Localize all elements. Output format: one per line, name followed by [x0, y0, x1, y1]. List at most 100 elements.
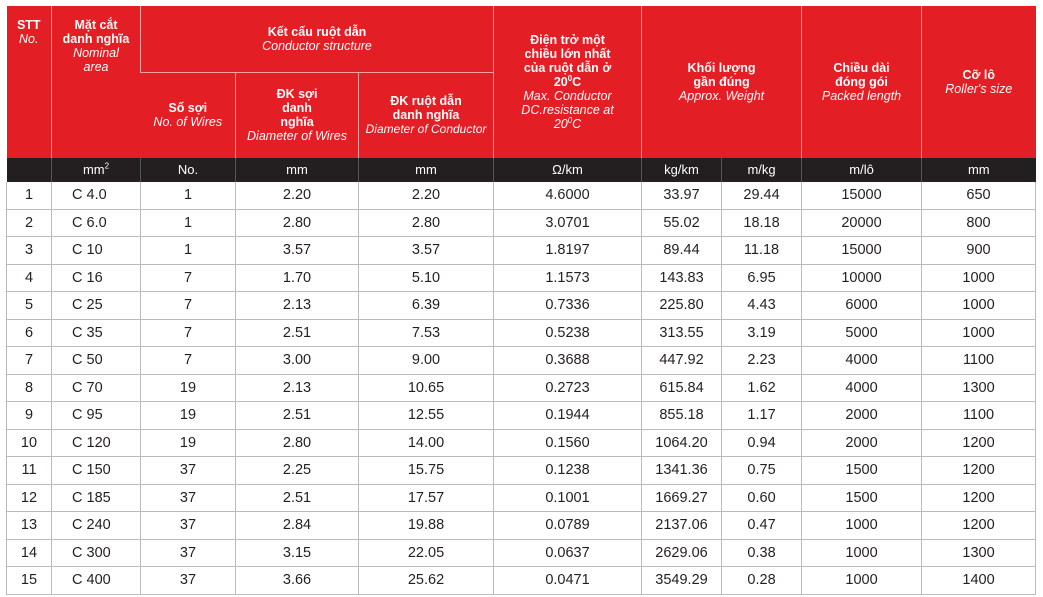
header-roller: Cỡ lô Roller's size — [921, 6, 1036, 158]
cell-num-wires: 1 — [140, 209, 236, 237]
cell-resistance: 0.1944 — [493, 401, 642, 430]
cell-stt: 1 — [6, 182, 52, 210]
cell-num-wires: 37 — [140, 566, 236, 595]
cell-length: 4000 — [801, 374, 922, 402]
cell-section: C 120 — [51, 429, 141, 457]
cell-resistance: 3.0701 — [493, 209, 642, 237]
header-length-vi: Chiều dài đóng gói — [833, 61, 890, 89]
cell-section: C 70 — [51, 374, 141, 402]
cell-length: 6000 — [801, 291, 922, 320]
cell-section: C 50 — [51, 346, 141, 375]
cell-conductor-diameter: 22.05 — [357, 539, 494, 567]
cell-roller: 800 — [921, 209, 1037, 237]
cell-roller: 1200 — [921, 456, 1037, 485]
cell-num-wires: 19 — [140, 429, 236, 457]
cell-roller: 1300 — [921, 374, 1037, 402]
cell-stt: 3 — [6, 236, 52, 265]
cell-length: 1000 — [801, 566, 922, 595]
cell-conductor-diameter: 19.88 — [357, 511, 494, 540]
cell-stt: 7 — [6, 346, 52, 375]
cell-length: 15000 — [801, 236, 922, 265]
unit-length: m/lô — [801, 158, 922, 182]
header-resistance: Điện trở một chiều lớn nhất của ruột dẫn… — [493, 6, 642, 158]
cell-weight-km: 855.18 — [641, 401, 722, 430]
table-row: 12 C 185 37 2.51 17.57 0.1001 1669.27 0.60 1500 1… — [6, 484, 1037, 512]
header-conductor-structure-en: Conductor structure — [262, 38, 372, 53]
cell-wire-diameter: 3.15 — [235, 539, 359, 567]
cell-resistance: 4.6000 — [493, 182, 642, 210]
spec-table-container: STT No. Mặt cắt danh nghĩa Nominal area … — [6, 6, 1037, 595]
cell-conductor-diameter: 9.00 — [357, 346, 494, 375]
cell-wire-diameter: 2.80 — [235, 429, 359, 457]
cell-roller: 1100 — [921, 401, 1037, 430]
cell-resistance: 0.0637 — [493, 539, 642, 567]
header-weight-vi: Khối lượng gần đúng — [687, 61, 756, 89]
cell-roller: 650 — [921, 182, 1037, 210]
cell-length: 1000 — [801, 511, 922, 540]
table-row: 10 C 120 19 2.80 14.00 0.1560 1064.20 0.94 2000 1… — [6, 429, 1037, 457]
cell-conductor-diameter: 6.39 — [357, 291, 494, 320]
cell-section: C 95 — [51, 401, 141, 430]
cell-conductor-diameter: 15.75 — [357, 456, 494, 485]
cell-section: C 240 — [51, 511, 141, 540]
table-row: 15 C 400 37 3.66 25.62 0.0471 3549.29 0.28 1000 1… — [6, 566, 1037, 595]
cell-wire-diameter: 1.70 — [235, 264, 359, 292]
cell-weight-m: 1.17 — [721, 401, 802, 430]
cell-resistance: 0.0471 — [493, 566, 642, 595]
cell-stt: 10 — [6, 429, 52, 457]
cell-roller: 900 — [921, 236, 1037, 265]
table-row: 13 C 240 37 2.84 19.88 0.0789 2137.06 0.47 1000 1… — [6, 511, 1037, 540]
cell-roller: 1100 — [921, 346, 1037, 375]
cell-resistance: 0.3688 — [493, 346, 642, 375]
cell-wire-diameter: 2.51 — [235, 319, 359, 347]
cell-length: 15000 — [801, 182, 922, 210]
cell-section: C 400 — [51, 566, 141, 595]
cell-resistance: 1.1573 — [493, 264, 642, 292]
header-section-vi: Mặt cắt danh nghĩa — [62, 18, 130, 46]
cell-roller: 1000 — [921, 291, 1037, 320]
cell-roller: 1400 — [921, 566, 1037, 595]
cell-conductor-diameter: 2.80 — [357, 209, 494, 237]
cell-resistance: 0.1001 — [493, 484, 642, 512]
cell-num-wires: 37 — [140, 484, 236, 512]
cell-stt: 9 — [6, 401, 52, 430]
cell-num-wires: 19 — [140, 374, 236, 402]
cell-weight-km: 1064.20 — [641, 429, 722, 457]
cell-weight-m: 2.23 — [721, 346, 802, 375]
cell-weight-m: 0.38 — [721, 539, 802, 567]
table-row: 14 C 300 37 3.15 22.05 0.0637 2629.06 0.38 1000 1… — [6, 539, 1037, 567]
cell-roller: 1000 — [921, 319, 1037, 347]
cell-weight-m: 18.18 — [721, 209, 802, 237]
cell-resistance: 0.2723 — [493, 374, 642, 402]
cell-section: C 35 — [51, 319, 141, 347]
cell-length: 1000 — [801, 539, 922, 567]
cell-weight-km: 615.84 — [641, 374, 722, 402]
cell-length: 1500 — [801, 456, 922, 485]
cell-weight-km: 3549.29 — [641, 566, 722, 595]
cell-num-wires: 37 — [140, 511, 236, 540]
cell-length: 2000 — [801, 401, 922, 430]
cell-weight-km: 2137.06 — [641, 511, 722, 540]
cell-num-wires: 19 — [140, 401, 236, 430]
cell-wire-diameter: 2.20 — [235, 182, 359, 210]
cell-conductor-diameter: 25.62 — [357, 566, 494, 595]
cell-stt: 12 — [6, 484, 52, 512]
cell-conductor-diameter: 17.57 — [357, 484, 494, 512]
header-resistance-vi: Điện trở một chiều lớn nhất của ruột dẫn… — [523, 33, 612, 89]
header-length-en: Packed length — [821, 89, 902, 103]
cell-stt: 6 — [6, 319, 52, 347]
unit-weight-km: kg/km — [641, 158, 722, 182]
cell-section: C 25 — [51, 291, 141, 320]
cell-num-wires: 37 — [140, 539, 236, 567]
unit-roller: mm — [921, 158, 1036, 182]
cell-length: 10000 — [801, 264, 922, 292]
cell-conductor-diameter: 12.55 — [357, 401, 494, 430]
cell-section: C 300 — [51, 539, 141, 567]
header-num-wires-vi: Số sợi — [168, 101, 208, 116]
cell-weight-km: 143.83 — [641, 264, 722, 292]
header-section: Mặt cắt danh nghĩa Nominal area — [51, 6, 141, 158]
